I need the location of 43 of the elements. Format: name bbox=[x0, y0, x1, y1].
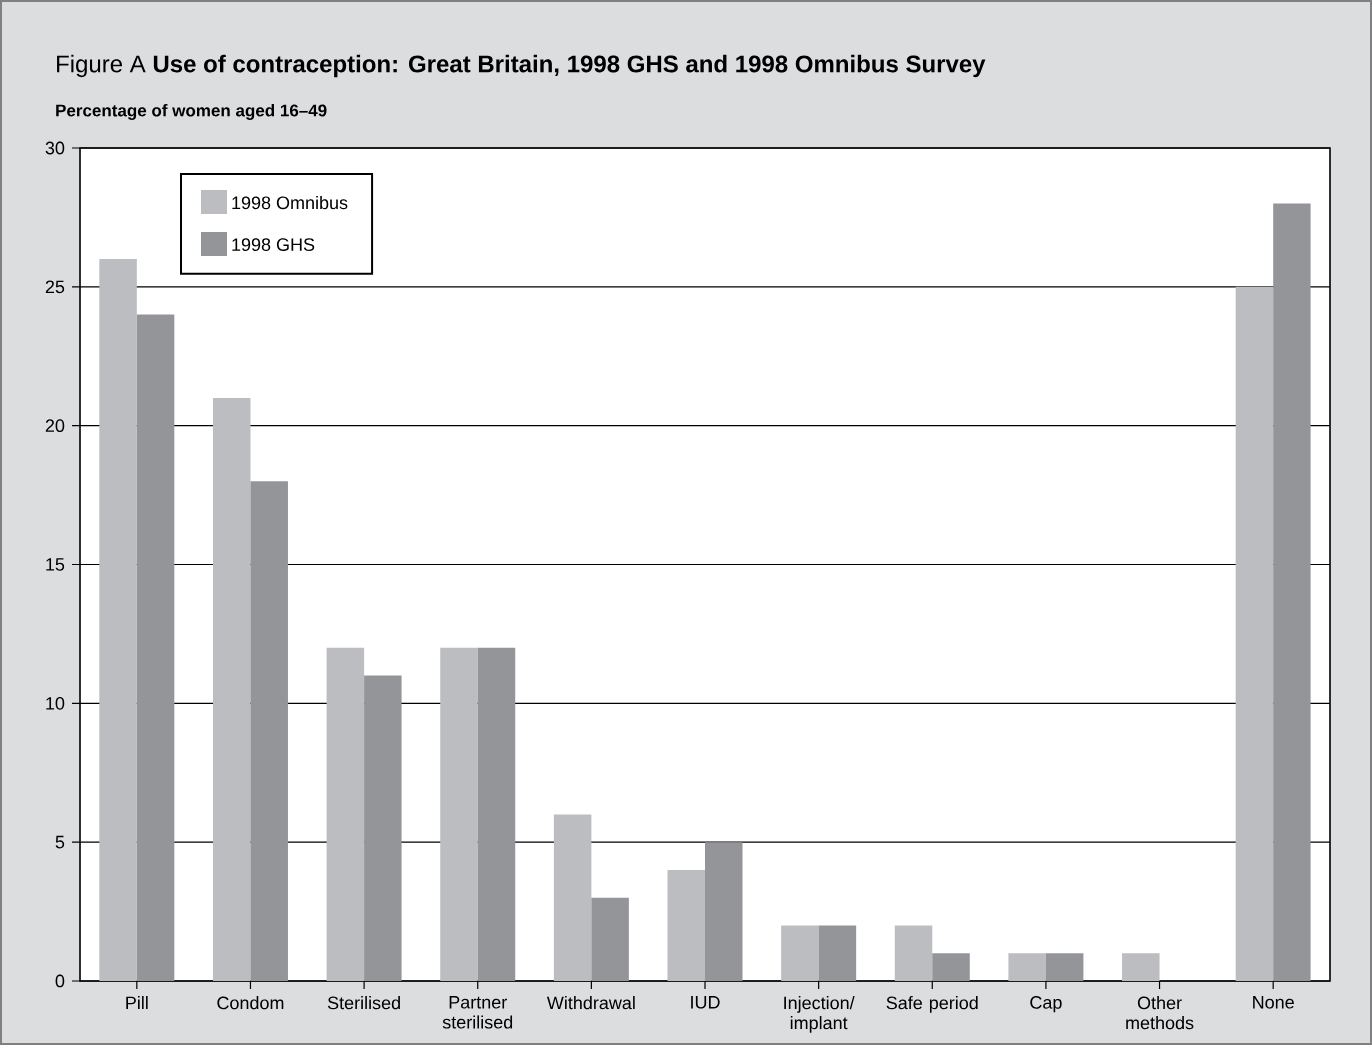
legend-label: 1998 GHS bbox=[232, 238, 315, 251]
x-tick-label: Safe period bbox=[886, 996, 978, 1013]
y-tick-label: 30 bbox=[45, 141, 65, 155]
x-tick-label: Partner sterilised bbox=[442, 996, 513, 1029]
bar bbox=[591, 897, 629, 981]
y-tick-label: 20 bbox=[45, 419, 65, 433]
y-tick-label: 10 bbox=[46, 696, 65, 710]
bar bbox=[250, 481, 288, 981]
bar bbox=[781, 925, 819, 981]
y-tick-label: 0 bbox=[55, 974, 65, 988]
y-tick-label: 5 bbox=[55, 835, 65, 849]
x-tick-label: IUD bbox=[691, 996, 720, 1009]
bar bbox=[705, 842, 743, 981]
bar bbox=[477, 647, 516, 981]
bar bbox=[99, 259, 137, 981]
y-tick-label: 25 bbox=[45, 280, 65, 294]
x-tick-label: Other methods bbox=[1126, 996, 1194, 1030]
bar bbox=[553, 814, 592, 981]
bar bbox=[1273, 203, 1311, 981]
bar bbox=[212, 397, 251, 981]
x-tick-label: Pill bbox=[126, 996, 148, 1010]
bar bbox=[667, 869, 706, 981]
bar bbox=[326, 647, 365, 981]
chart-title: Figure A Use of contraception: Great Britain, 1998 GHS and 1998 Omnibus Survey bbox=[57, 54, 986, 78]
x-tick-label: Withdrawal bbox=[546, 996, 635, 1010]
x-tick-label: None bbox=[1253, 996, 1294, 1009]
legend-label: 1998 Omnibus bbox=[232, 195, 348, 210]
y-axis-title: Percentage of women aged 16–49 bbox=[56, 104, 327, 120]
bar bbox=[1122, 953, 1160, 981]
x-tick-label: Injection/ implant bbox=[784, 996, 855, 1033]
y-tick-label: 15 bbox=[46, 558, 65, 571]
bar bbox=[1008, 953, 1046, 981]
bar bbox=[1045, 953, 1084, 981]
bar bbox=[440, 647, 478, 981]
bar bbox=[364, 675, 402, 981]
bar bbox=[136, 314, 175, 981]
bar bbox=[818, 925, 857, 981]
x-tick-label: Condom bbox=[217, 996, 284, 1010]
x-tick-label: Cap bbox=[1030, 996, 1062, 1013]
bar bbox=[1235, 286, 1274, 981]
x-tick-label: Sterilised bbox=[327, 996, 400, 1010]
bar bbox=[894, 925, 933, 981]
bar bbox=[932, 953, 970, 981]
